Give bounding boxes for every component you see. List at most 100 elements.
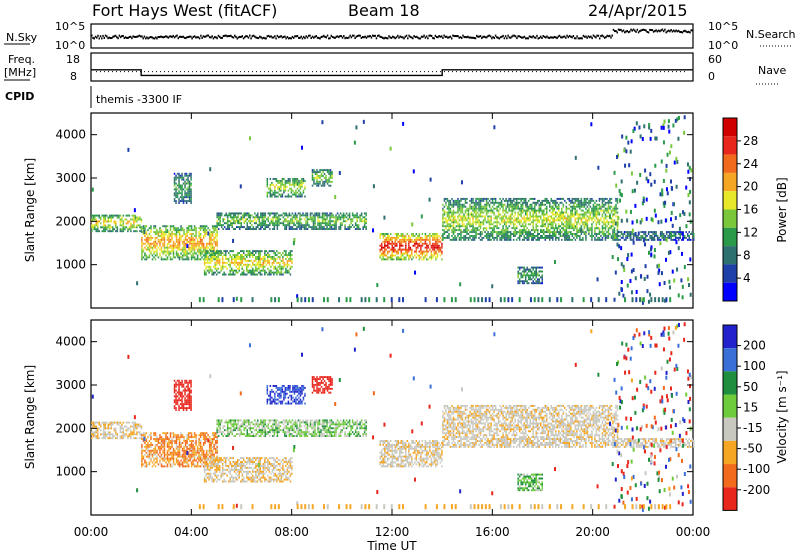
power-cell [265,254,268,256]
power-cell [196,248,199,251]
power-cell [589,227,592,230]
power-cell [142,248,145,251]
power-cell [312,222,315,225]
power-cell [556,229,559,232]
power-cell [643,233,645,235]
power-cell [321,228,324,230]
power-cell [203,273,206,276]
power-cell [269,191,272,194]
power-cell [430,246,433,249]
power-cell [571,234,574,237]
power-cell [187,190,189,193]
power-cell [182,198,185,201]
power-cell [610,201,613,204]
power-cell [451,203,453,206]
power-cell [523,282,525,285]
power-cell [282,212,285,215]
noise-sample [323,34,325,37]
power-cell [532,272,534,275]
power-cell [332,228,334,230]
power-cell [475,207,477,210]
power-cell [603,227,605,230]
power-cell [190,194,192,197]
power-cell [246,212,249,215]
power-cell [232,273,234,276]
power-cell [300,226,303,229]
power-cell [400,254,403,257]
power-cell [187,231,190,234]
power-cell [408,248,410,251]
power-cell [284,195,287,198]
power-cell [269,224,271,227]
power-cell [144,242,146,245]
power-cell [165,250,167,253]
power-cell [583,213,586,216]
noise-sample [172,34,175,37]
power-cell [233,269,236,272]
power-cell [119,224,122,227]
power-cell [604,213,607,216]
power-cell [555,223,557,226]
power-cell [490,227,492,230]
power-cell [348,214,351,217]
power-cell [514,203,516,206]
power-cell [226,216,229,219]
power-cell [561,213,563,216]
noise-sample [674,30,676,33]
power-cell [399,258,401,261]
power-cell [226,267,228,270]
power-cell [217,228,220,230]
power-cell [253,250,256,253]
power-cell [181,186,183,189]
power-cell [284,179,287,182]
power-cell [238,220,241,223]
power-cell [505,234,507,237]
power-cell [282,273,284,276]
noise-sample [519,36,522,39]
power-cell [607,236,610,239]
power-cell [204,256,206,259]
power-cell [598,213,601,216]
power-cell [570,217,572,220]
power-cell [253,271,256,274]
nave-tick-high: 60 [708,53,722,66]
power-cell [518,221,521,224]
power-cell [494,231,497,234]
power-cell [285,218,288,221]
power-cell [499,197,501,200]
power-cell [463,238,465,241]
power-cell [520,266,522,269]
power-cell [674,233,677,235]
noise-sample [432,37,434,40]
power-cell [221,273,224,276]
power-cell [173,184,176,187]
power-cell [457,217,459,220]
power-cell [177,242,179,245]
power-cell [598,199,601,202]
power-cell [188,186,191,189]
noise-sample [595,36,597,39]
power-cell [485,209,488,212]
power-cell [400,233,403,235]
noise-sample [154,36,157,39]
power-cell [329,222,331,225]
power-cell [168,254,170,257]
power-cell [311,171,314,174]
power-cell [482,197,485,200]
power-cell [284,218,286,221]
power-cell [190,192,192,195]
power-cell [156,248,158,251]
power-cell [328,169,330,172]
power-cell [592,199,595,202]
power-cell [514,231,516,234]
power-cell [121,216,123,219]
power-cell [325,176,327,179]
noise-sample [497,36,499,39]
power-cell [467,236,470,239]
power-cell [533,215,536,218]
power-cell [178,178,180,181]
power-cell [671,231,674,234]
power-cell [241,261,244,264]
power-cell [509,205,512,208]
power-cell [527,229,530,232]
